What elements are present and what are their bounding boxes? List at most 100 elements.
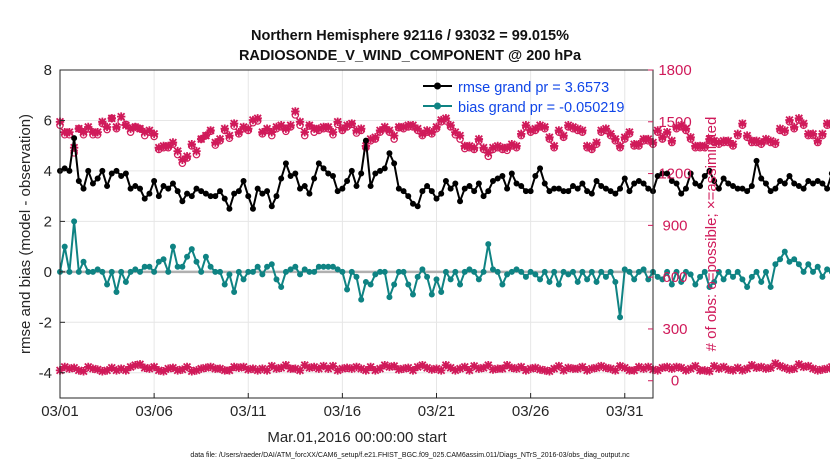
assimilated-point	[366, 134, 375, 144]
assimilated-low-point	[361, 366, 371, 375]
assimilated-low-point	[229, 362, 239, 372]
assimilated-point	[554, 126, 564, 135]
bias-point	[273, 276, 280, 283]
rmse-point	[485, 188, 492, 195]
assimilated-low-point	[813, 366, 822, 375]
x-tick-label: 03/16	[324, 403, 362, 420]
bias-point	[165, 268, 172, 275]
assimilated-point	[705, 134, 714, 144]
rmse-point	[461, 185, 468, 192]
assimilated-low-point	[677, 363, 686, 372]
assimilated-low-point	[79, 367, 88, 376]
assimilated-low-point	[771, 359, 780, 368]
assimilated-low-point	[291, 364, 300, 373]
assimilated-low-point	[389, 361, 399, 371]
bias-point	[767, 283, 774, 290]
assimilated-point	[512, 141, 521, 151]
assimilated-point	[785, 115, 794, 125]
assimilated-low-point	[752, 363, 761, 372]
bias-point	[513, 266, 520, 273]
y-tick-label: -2	[39, 314, 52, 331]
assimilated-low-point	[262, 366, 272, 375]
bias-point	[339, 268, 346, 275]
rmse-point	[518, 183, 525, 190]
assimilated-low-point	[244, 365, 253, 374]
rmse-point	[480, 193, 487, 200]
assimilated-low-point	[338, 364, 347, 373]
bias-point	[598, 268, 605, 275]
assimilated-point	[145, 126, 154, 135]
bias-point	[447, 276, 454, 283]
rmse-point	[777, 178, 784, 185]
assimilated-low-point	[742, 364, 752, 373]
axes-box	[59, 69, 654, 399]
bias-point	[89, 268, 96, 275]
rmse-point	[372, 170, 379, 177]
bias-point	[235, 268, 242, 275]
legend-label-rmse: rmse grand pr = 3.6573	[458, 80, 609, 96]
assimilated-point	[549, 141, 559, 151]
assimilated-low-point	[629, 366, 639, 375]
bias-point	[791, 256, 798, 263]
data-file-footer: data file: /Users/raeder/DAI/ATM_forcXX/…	[190, 452, 630, 459]
bias-point	[254, 263, 261, 270]
assimilated-point	[498, 143, 507, 152]
assimilated-point	[451, 127, 460, 137]
assimilated-point	[234, 127, 244, 137]
assimilated-low-point	[658, 363, 667, 372]
assimilated-low-point	[573, 364, 582, 373]
assimilated-point	[625, 127, 634, 137]
assimilated-point	[757, 138, 766, 147]
assimilated-point	[521, 121, 531, 130]
assimilated-point	[818, 129, 827, 139]
rmse-point	[584, 188, 591, 195]
bias-point	[193, 258, 200, 265]
rmse-point	[654, 172, 661, 179]
rmse-point	[805, 178, 812, 185]
assimilated-low-point	[455, 364, 465, 373]
rmse-point	[438, 190, 445, 197]
x-tick-label: 03/06	[135, 403, 173, 420]
bias-point	[814, 263, 821, 270]
rmse-point	[414, 203, 421, 210]
rmse-point	[748, 183, 755, 190]
assimilated-point	[375, 126, 385, 135]
assimilated-point	[517, 129, 526, 139]
rmse-point	[664, 170, 671, 177]
assimilated-low-point	[234, 363, 244, 372]
rmse-point	[753, 157, 760, 164]
assimilated-point	[173, 146, 182, 156]
bias-point	[499, 281, 506, 288]
assimilated-point	[65, 127, 74, 137]
assimilated-point	[427, 127, 437, 137]
assimilated-point	[644, 134, 653, 144]
bias-point	[593, 278, 600, 285]
rmse-point	[344, 178, 351, 185]
assimilated-point	[634, 140, 644, 149]
assimilated-point	[154, 143, 164, 152]
rmse-point	[593, 178, 600, 185]
rmse-point	[353, 183, 360, 190]
assimilated-point	[187, 140, 196, 149]
assimilated-low-point	[272, 364, 281, 373]
assimilated-point	[347, 119, 356, 128]
rmse-point	[137, 185, 144, 192]
rmse-point	[645, 185, 652, 192]
bias-point	[781, 248, 788, 255]
assimilated-low-point	[484, 361, 493, 370]
assimilated-point	[639, 134, 648, 144]
rmse-point	[678, 190, 685, 197]
bias-point	[739, 276, 746, 283]
assimilated-point	[225, 131, 234, 140]
rmse-point	[146, 190, 153, 197]
rmse-point	[104, 183, 111, 190]
assimilated-low-point	[808, 364, 818, 373]
bias-point	[151, 268, 158, 275]
assimilated-low-point	[521, 366, 531, 375]
bias-point	[457, 281, 464, 288]
rmse-point	[475, 180, 482, 187]
bias-point	[188, 246, 195, 253]
assimilated-point	[404, 121, 413, 130]
bias-point	[795, 261, 802, 268]
